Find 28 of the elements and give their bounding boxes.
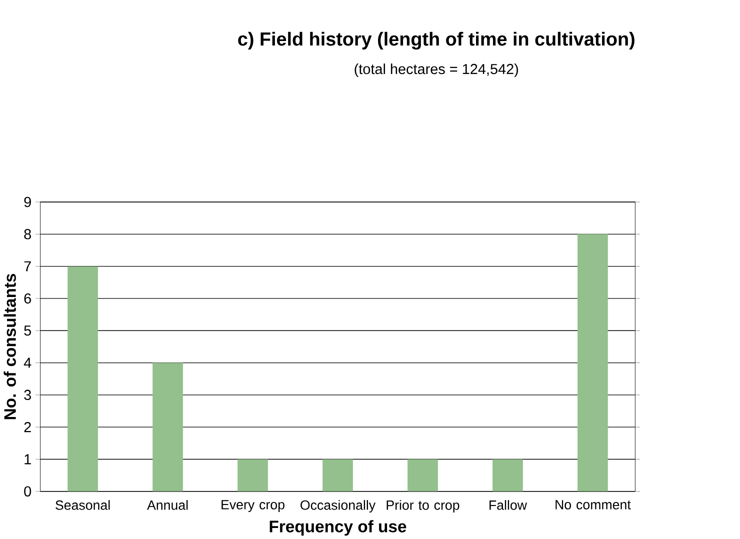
y-tick-label: 4 — [24, 358, 32, 368]
y-tick-label: 1 — [24, 454, 31, 464]
bar — [152, 362, 183, 492]
x-tick-label: Seasonal — [56, 500, 110, 510]
bar — [408, 459, 438, 492]
y-tick-label: 2 — [24, 422, 31, 432]
x-tick-label: Occasionally — [300, 500, 376, 512]
chart-title: c) Field history (length of time in cultivation) — [238, 32, 634, 50]
x-tick-label: Every crop — [222, 500, 284, 512]
chart-subtitle: (total hectares = 124,542) — [354, 63, 518, 77]
y-tick-label: 8 — [24, 228, 31, 240]
y-tick-label: 5 — [24, 325, 32, 336]
x-tick-label: Fallow — [490, 500, 528, 510]
bar — [238, 459, 268, 492]
x-tick-label: Annual — [147, 500, 188, 510]
y-tick-label: 6 — [24, 293, 31, 304]
bar — [578, 234, 608, 492]
x-axis-title: Frequency of use — [270, 520, 406, 536]
bar — [492, 459, 523, 492]
bar — [68, 266, 98, 492]
y-tick-label: 3 — [24, 390, 31, 400]
y-tick-label: 9 — [24, 196, 31, 207]
x-tick-label: Prior to crop — [386, 500, 460, 512]
bar — [322, 459, 353, 492]
y-axis-title: No. of consultants — [4, 274, 16, 419]
y-tick-label: 7 — [24, 261, 31, 272]
x-tick-label: No comment — [556, 500, 631, 510]
y-tick-label: 0 — [24, 486, 32, 496]
